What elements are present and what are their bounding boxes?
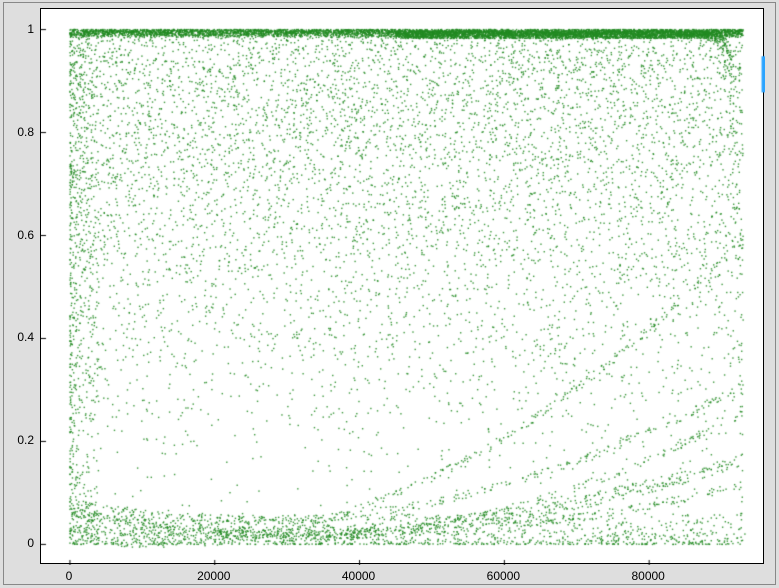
x-tick-label: 80000 xyxy=(631,570,664,582)
y-tick-label: 0.8 xyxy=(0,126,34,138)
y-tick-label: 0.2 xyxy=(0,434,34,446)
y-tick-label: 1 xyxy=(0,23,34,35)
scatter-canvas xyxy=(41,9,765,565)
y-axis-labels: 0 0.2 0.4 0.6 0.8 1 xyxy=(0,8,34,564)
x-tick-label: 60000 xyxy=(487,570,520,582)
x-tick-label: 0 xyxy=(66,570,73,582)
x-tick-label: 20000 xyxy=(197,570,230,582)
y-tick-label: 0.4 xyxy=(0,331,34,343)
x-axis-labels: 0 20000 40000 60000 80000 xyxy=(40,570,764,586)
y-tick-label: 0 xyxy=(0,537,34,549)
y-tick-label: 0.6 xyxy=(0,229,34,241)
x-tick-label: 40000 xyxy=(342,570,375,582)
plot-area xyxy=(40,8,764,564)
